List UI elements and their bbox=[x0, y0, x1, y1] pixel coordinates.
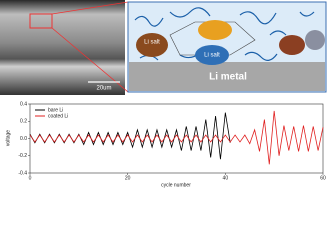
legend-label: bare Li bbox=[48, 107, 63, 113]
y-tick-label: 0.4 bbox=[20, 101, 27, 107]
x-tick-label: 40 bbox=[223, 175, 229, 181]
particle bbox=[279, 35, 305, 55]
x-tick-label: 60 bbox=[320, 175, 326, 181]
network bbox=[169, 21, 256, 56]
y-tick-label: 0.0 bbox=[20, 136, 27, 142]
salt-label: Li salt bbox=[144, 40, 160, 46]
particle bbox=[198, 20, 232, 40]
y-axis-label: voltage bbox=[5, 130, 11, 146]
sem-image bbox=[0, 0, 125, 95]
zoom-line bbox=[51, 1, 129, 15]
series-line bbox=[29, 110, 324, 165]
figure: 20um Li metal Li salt Li salt voltage cy… bbox=[0, 0, 327, 188]
salt-particle bbox=[195, 45, 229, 65]
li-metal bbox=[129, 62, 325, 91]
y-tick-label: -0.4 bbox=[18, 170, 27, 176]
x-tick-label: 20 bbox=[125, 175, 131, 181]
salt-label: Li salt bbox=[204, 53, 220, 59]
particle bbox=[305, 30, 325, 50]
legend-label: coated Li bbox=[48, 113, 68, 119]
plot-frame bbox=[29, 103, 324, 174]
scale-label: 20um bbox=[96, 86, 111, 92]
salt-particle bbox=[136, 33, 168, 57]
x-tick-label: 0 bbox=[29, 175, 32, 181]
zoom-box bbox=[29, 13, 53, 29]
zoom-line bbox=[51, 27, 129, 93]
y-tick-label: -0.2 bbox=[18, 153, 27, 159]
y-tick-label: 0.2 bbox=[20, 119, 27, 125]
x-axis-label: cycle number bbox=[161, 182, 191, 188]
li-metal-label: Li metal bbox=[209, 72, 247, 83]
